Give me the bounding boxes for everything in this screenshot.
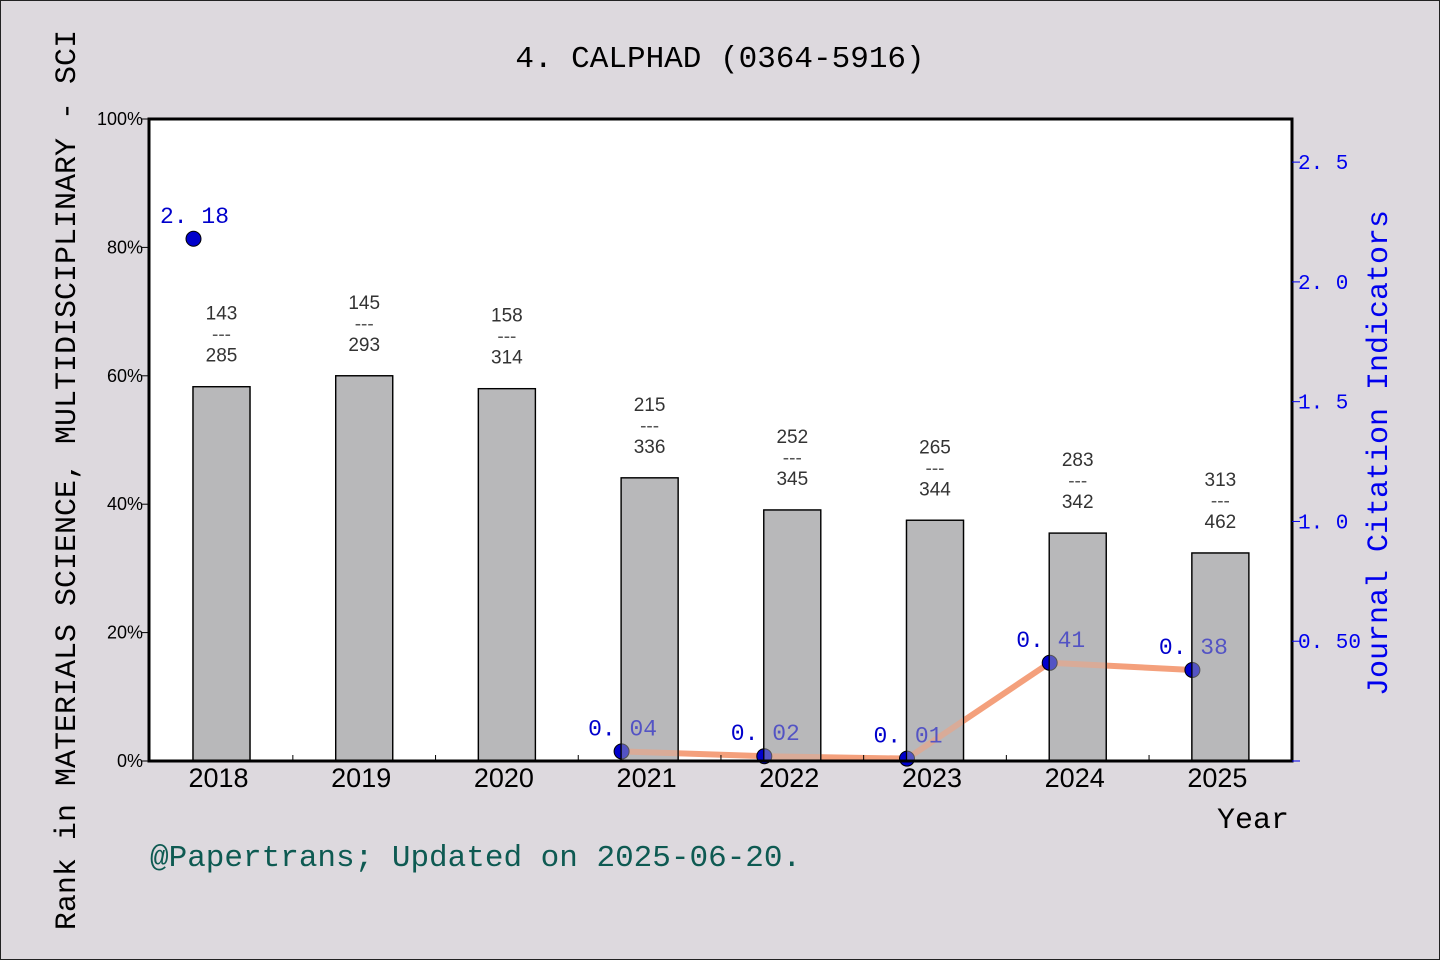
bar-fraction-line: ---	[926, 458, 945, 479]
x-tick-label: 2023	[902, 763, 962, 793]
right-y-tick-label: 2. 5	[1298, 153, 1348, 176]
bar-fraction-line: ---	[497, 327, 516, 348]
bar-2023	[905, 519, 965, 762]
bar-fraction-line: ---	[212, 325, 231, 346]
jci-value-label: 0. 02	[731, 721, 800, 747]
x-tick-label: 2018	[188, 763, 248, 793]
bar-overlay-2019	[335, 375, 394, 762]
bar-rank-label: 283	[1062, 450, 1094, 471]
y-tick-label: 60%	[107, 366, 143, 386]
bar-overlay-2023	[905, 519, 965, 762]
left-axis: 0% 20% 40% 60% 80% 100%	[97, 109, 149, 771]
bar-total-label: 293	[348, 335, 380, 356]
footer-credit: @Papertrans; Updated on 2025-06-20.	[150, 841, 801, 876]
bar-rank-label: 215	[634, 395, 666, 416]
jci-value-label: 0. 01	[873, 724, 942, 750]
jci-value-label: 0. 04	[588, 716, 657, 742]
jci-point-2018	[185, 230, 202, 247]
bar-total-label: 336	[634, 437, 666, 458]
bar-overlay-2024	[1048, 532, 1107, 762]
y-tick-label: 20%	[107, 623, 143, 643]
x-tick-label: 2019	[331, 763, 391, 793]
bar-fraction-line: ---	[1211, 491, 1230, 512]
bar-series	[192, 375, 1250, 762]
bar-overlay-2022	[763, 509, 822, 762]
bar-rank-label: 313	[1205, 470, 1237, 491]
bar-rank-label: 158	[491, 306, 523, 327]
jci-value-label: 0. 41	[1016, 628, 1085, 654]
bar-rank-label: 143	[206, 304, 238, 325]
bar-overlay-2020	[477, 387, 537, 762]
jci-value-label: 2. 18	[160, 204, 229, 230]
x-tick-label: 2020	[474, 763, 534, 793]
right-y-tick-label: 1. 0	[1298, 512, 1348, 535]
y-tick-label: 100%	[97, 109, 143, 129]
right-y-tick-label: 0. 50	[1298, 632, 1361, 655]
bar-rank-label: 145	[348, 293, 380, 314]
bar-overlay-2021	[620, 477, 679, 762]
bar-fraction-line: ---	[355, 314, 374, 335]
bar-total-label: 285	[206, 346, 238, 367]
bar-2019	[335, 375, 394, 762]
jci-value-label: 0. 38	[1159, 635, 1228, 661]
y-tick-label: 0%	[117, 751, 143, 771]
bar-total-label: 342	[1062, 492, 1094, 513]
bar-fraction-line: ---	[640, 416, 659, 437]
bar-fraction-line: ---	[783, 448, 802, 469]
bar-total-label: 344	[919, 479, 951, 500]
y-axis-label: Rank in MATERIALS SCIENCE, MULTIDISCIPLI…	[51, 30, 85, 930]
bar-total-label: 462	[1205, 512, 1237, 533]
bar-overlay	[192, 375, 1250, 762]
x-tick-label: 2024	[1045, 763, 1105, 793]
x-tick-label: 2021	[617, 763, 677, 793]
bar-rank-label: 265	[919, 437, 951, 458]
bar-fraction-line: ---	[1068, 471, 1087, 492]
right-axis: 0. 50 1. 0 1. 5 2. 0 2. 5	[1292, 153, 1361, 762]
bar-total-label: 314	[491, 348, 523, 369]
right-y-axis-label: Journal Citation Indicators	[1363, 210, 1397, 696]
x-axis: 2018 2019 2020 2021 2022 2023 2024 2025	[188, 755, 1247, 793]
bar-total-label: 345	[776, 469, 808, 490]
right-y-tick-label: 1. 5	[1298, 393, 1348, 416]
x-tick-label: 2025	[1187, 763, 1247, 793]
y-tick-label: 40%	[107, 494, 143, 514]
bar-overlay-2025	[1191, 552, 1250, 762]
bar-rank-label: 252	[776, 427, 808, 448]
x-tick-label: 2022	[759, 763, 819, 793]
jci-line-series: 2. 18 0. 04 0. 02 0. 01 0. 41 0. 38	[160, 204, 1228, 767]
right-y-tick-label: 2. 0	[1298, 273, 1348, 296]
chart-title: 4. CALPHAD (0364-5916)	[515, 42, 924, 77]
bar-overlay-2018	[192, 386, 251, 762]
y-tick-label: 80%	[107, 237, 143, 257]
x-axis-label: Year	[1217, 804, 1289, 838]
